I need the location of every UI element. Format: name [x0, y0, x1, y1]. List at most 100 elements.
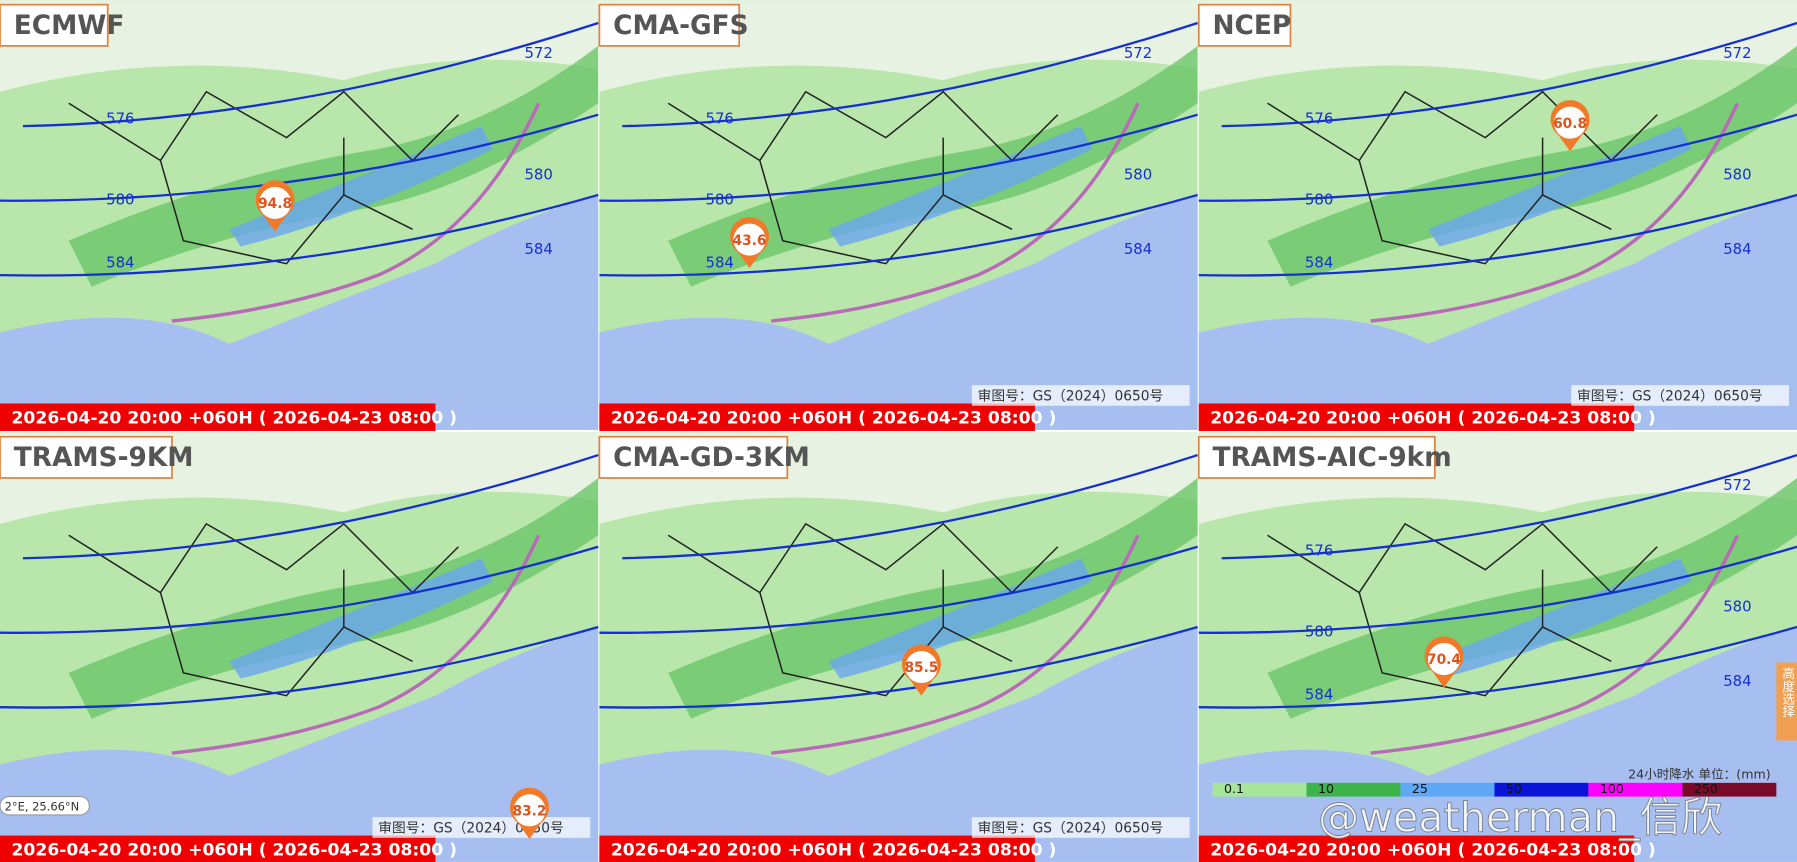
sea-area: [599, 626, 1198, 862]
rain-core: [1427, 126, 1692, 247]
legend-swatch: [1494, 782, 1589, 797]
legend-tick: 10: [1318, 781, 1334, 796]
legend-tick: 100: [1600, 781, 1624, 796]
timestamp: 2026-04-20 20:00 +060H ( 2026-04-23 08:0…: [11, 408, 457, 428]
sea-area: [599, 194, 1198, 430]
max-value: 85.5: [904, 660, 938, 676]
rain-core: [828, 126, 1093, 247]
contour-label: 584: [1305, 686, 1333, 704]
legend-tick: 50: [1506, 781, 1522, 796]
sea-area: [0, 194, 599, 430]
height-contour: [622, 21, 1198, 128]
model-panel: TRAMS-9KM 2026-04-20 20:00 +060H ( 2026-0…: [0, 432, 599, 862]
height-contour: [22, 21, 599, 128]
height-contour: [1198, 113, 1797, 202]
max-value: 94.8: [258, 196, 292, 212]
approval-box: [971, 817, 1190, 838]
height-contour: [599, 545, 1198, 634]
height-contour: [599, 193, 1198, 277]
timestamp-bar: [599, 403, 1035, 431]
model-title: ECMWF: [14, 11, 125, 41]
coordinates: 2°E, 25.66°N: [5, 799, 80, 813]
contour-label: 572: [1124, 44, 1152, 62]
rain-band: [668, 477, 1198, 719]
height-contour: [0, 625, 599, 709]
max-marker: 60.8: [1550, 100, 1590, 152]
timestamp: 2026-04-20 20:00 +060H ( 2026-04-23 08:0…: [611, 408, 1057, 428]
height-contour: [599, 113, 1198, 202]
max-value: 43.6: [733, 233, 767, 249]
contour-label: 584: [1305, 254, 1333, 272]
rain-core: [1427, 558, 1692, 679]
height-contour: [1198, 193, 1797, 277]
height-contour: [0, 193, 599, 277]
rain-band: [1267, 477, 1797, 719]
contour-label: 580: [1305, 191, 1333, 209]
height-contour: [22, 453, 599, 560]
model-panel: 572 576 580 584 580 584 ECMWF 2026-04-20 20:00 …: [0, 0, 599, 431]
timestamp: 2026-04-20 20:00 +060H ( 2026-04-23 08:0…: [1210, 408, 1656, 428]
legend-swatch: [1588, 782, 1683, 797]
title-box: [0, 435, 173, 479]
timestamp-bar: [599, 835, 1035, 862]
approval-text: 审图号：GS（2024）0650号: [378, 821, 564, 837]
contour-label: 572: [1723, 44, 1751, 62]
side-button-label[interactable]: 高度选择: [1780, 666, 1795, 718]
model-title: TRAMS-AIC-9km: [1213, 443, 1452, 473]
timestamp: 2026-04-20 20:00 +060H ( 2026-04-23 08:0…: [1210, 840, 1656, 860]
title-box: [0, 3, 109, 47]
rain-band: [1267, 45, 1797, 287]
approval-box: [971, 385, 1190, 406]
contour-label: 580: [106, 191, 134, 209]
marker-face: [905, 651, 938, 684]
coastline: [771, 102, 1140, 323]
contour-label: 584: [106, 254, 134, 272]
rain-band: [668, 45, 1198, 287]
approval-text: 审图号：GS（2024）0650号: [1577, 389, 1763, 405]
model-title: CMA-GFS: [613, 11, 748, 41]
model-title: NCEP: [1213, 11, 1292, 41]
legend-tick: 250: [1694, 781, 1718, 796]
contour-label: 580: [706, 191, 734, 209]
approval-text: 审图号：GS（2024）0650号: [978, 821, 1164, 837]
model-title: TRAMS-9KM: [14, 443, 194, 473]
contour-label: 584: [524, 240, 552, 258]
legend-tick: 25: [1412, 781, 1428, 796]
rain-band: [68, 477, 599, 719]
max-marker: 70.4: [1424, 636, 1464, 688]
coastline: [771, 534, 1140, 755]
contour-label: 584: [706, 254, 734, 272]
model-title: CMA-GD-3KM: [613, 443, 810, 473]
coastline: [171, 102, 541, 323]
sea-area: [1198, 194, 1797, 430]
timestamp: 2026-04-20 20:00 +060H ( 2026-04-23 08:0…: [611, 840, 1057, 860]
coastline: [1370, 102, 1739, 323]
approval-text: 审图号：GS（2024）0650号: [978, 389, 1164, 405]
marker-face: [1554, 106, 1587, 139]
timestamp: 2026-04-20 20:00 +060H ( 2026-04-23 08:0…: [11, 840, 457, 860]
timestamp-bar: [1198, 835, 1635, 862]
contour-label: 580: [1124, 165, 1152, 183]
max-marker: 83.2: [509, 787, 549, 839]
contour-label: 584: [1723, 240, 1751, 258]
height-contour: [1221, 21, 1797, 128]
max-value: 83.2: [513, 803, 547, 819]
title-box: [1197, 3, 1292, 47]
contour-label: 576: [1305, 109, 1333, 127]
contour-label: 576: [706, 109, 734, 127]
rain-core: [229, 126, 493, 247]
land-north: [599, 0, 1198, 92]
sea-area: [0, 626, 599, 862]
rain-core: [828, 558, 1093, 679]
marker-face: [259, 186, 292, 219]
max-marker: 43.6: [730, 216, 769, 269]
marker-face: [513, 794, 546, 827]
side-button[interactable]: [1776, 662, 1797, 741]
contour-label: 584: [1723, 672, 1751, 690]
legend-swatch: [1306, 782, 1401, 797]
timestamp-bar: [0, 835, 436, 862]
legend-swatch: [1682, 782, 1777, 797]
contour-label: 584: [1124, 240, 1152, 258]
timestamp-bar: [0, 403, 436, 431]
height-contour: [599, 625, 1198, 709]
